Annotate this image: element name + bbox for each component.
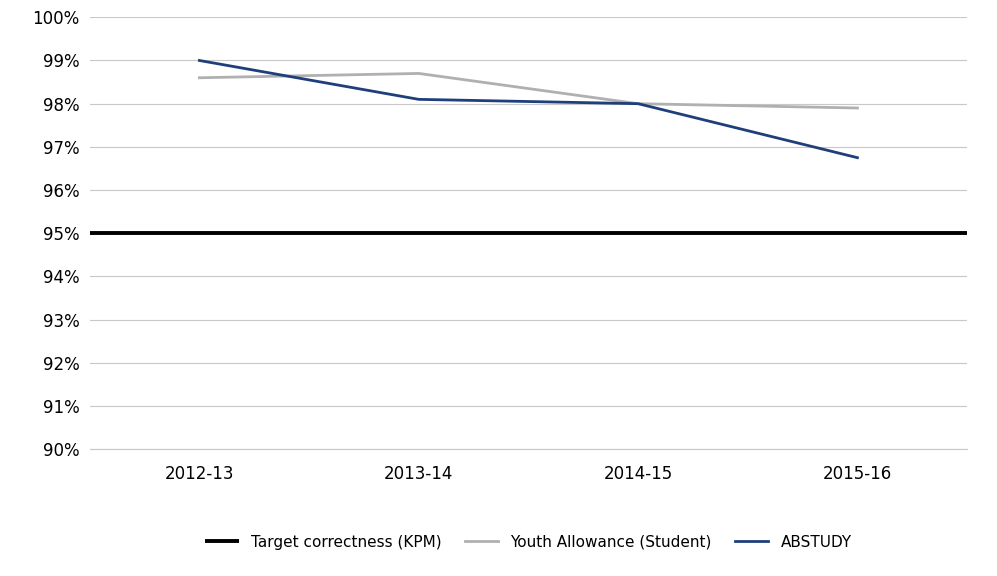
ABSTUDY [851, 154, 863, 161]
ABSTUDY [413, 96, 425, 103]
Line: ABSTUDY: ABSTUDY [199, 60, 857, 158]
Legend: Target correctness (KPM), Youth Allowance (Student), ABSTUDY: Target correctness (KPM), Youth Allowanc… [205, 535, 851, 550]
Youth Allowance (Student) [413, 70, 425, 77]
ABSTUDY [632, 100, 644, 107]
Youth Allowance (Student) [851, 104, 863, 111]
Youth Allowance (Student) [193, 74, 205, 81]
Youth Allowance (Student) [632, 100, 644, 107]
ABSTUDY [193, 57, 205, 64]
Line: Youth Allowance (Student): Youth Allowance (Student) [199, 73, 857, 108]
